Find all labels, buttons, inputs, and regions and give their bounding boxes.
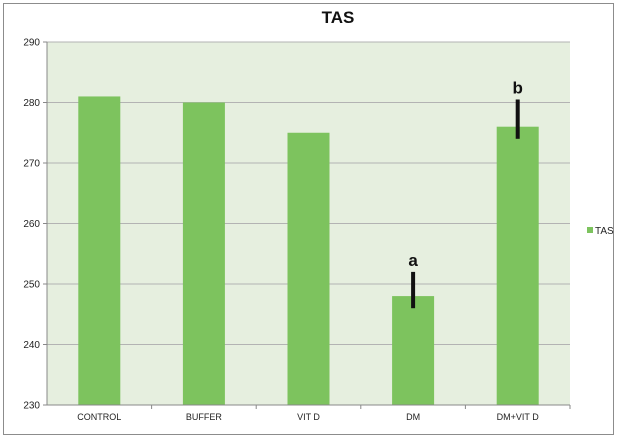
x-axis: CONTROL BUFFER VIT D DM DM+VIT D — [47, 404, 571, 422]
legend-label: TAS — [595, 226, 614, 237]
annotations: ab — [408, 78, 523, 269]
x-tick-label: BUFFER — [186, 412, 223, 422]
chart-title: TAS — [322, 8, 355, 27]
y-tick-label: 250 — [23, 280, 40, 291]
x-tick-label: VIT D — [297, 412, 320, 422]
x-tick-label: DM — [406, 412, 420, 422]
y-tick-label: 290 — [23, 38, 40, 49]
x-tick-label: CONTROL — [77, 412, 121, 422]
legend: TAS — [587, 226, 614, 237]
y-tick-label: 280 — [23, 98, 40, 109]
bars — [78, 96, 539, 405]
significance-letter: a — [408, 251, 418, 270]
bar — [78, 96, 121, 405]
bar — [182, 102, 225, 405]
bar — [287, 132, 330, 405]
bar — [392, 296, 435, 405]
y-tick-label: 260 — [23, 219, 40, 230]
significance-letter: b — [513, 78, 523, 97]
y-tick-label: 230 — [23, 401, 40, 412]
error-bars — [411, 99, 520, 309]
bar — [496, 126, 539, 405]
legend-swatch — [587, 227, 593, 233]
y-axis: 230 240 250 260 270 280 290 — [23, 38, 48, 412]
y-tick-label: 240 — [23, 340, 40, 351]
y-tick-label: 270 — [23, 159, 40, 170]
x-tick-label: DM+VIT D — [497, 412, 540, 422]
